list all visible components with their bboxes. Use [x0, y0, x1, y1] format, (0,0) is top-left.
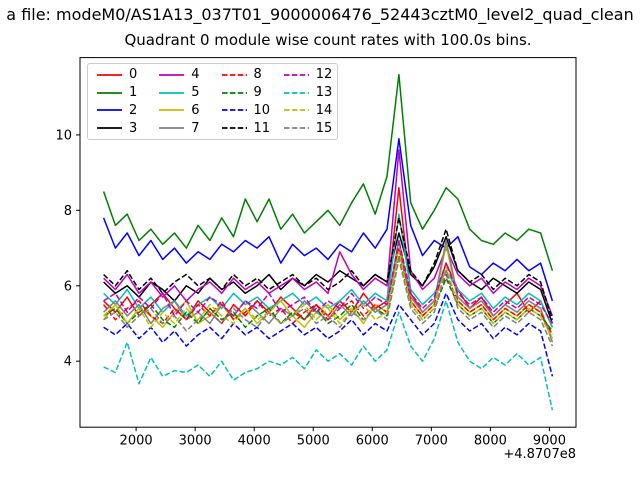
legend-label: 0	[129, 67, 138, 83]
legend-line-sample	[283, 109, 309, 112]
legend-line-sample	[97, 73, 122, 76]
series-line-8	[103, 247, 554, 336]
legend-item-2: 2	[88, 102, 150, 120]
legend-line-sample	[221, 109, 247, 112]
series-line-2	[102, 137, 554, 302]
legend-label: 2	[129, 102, 138, 118]
legend-item-8: 8	[213, 66, 275, 84]
x-tick-label: 5000	[297, 434, 330, 449]
y-tick-label: 8	[64, 204, 72, 219]
legend-label: 3	[129, 120, 138, 136]
y-tick-label: 4	[64, 355, 72, 370]
x-tick-label: 8000	[474, 434, 507, 449]
legend-item-7: 7	[150, 119, 212, 137]
legend-label: 15	[315, 120, 333, 136]
series-line-12	[103, 239, 554, 324]
legend-item-14: 14	[275, 102, 337, 120]
x-tick-label: 7000	[415, 434, 448, 449]
legend-label: 13	[315, 85, 333, 101]
legend-line-sample	[283, 127, 309, 130]
legend-line-sample	[283, 91, 309, 94]
legend-line-sample	[97, 109, 122, 112]
legend-label: 11	[253, 120, 271, 136]
x-tick-label: 2000	[120, 434, 153, 449]
x-tick-label: 4000	[238, 434, 271, 449]
legend-label: 14	[315, 102, 333, 118]
x-tick-label: 6000	[356, 434, 389, 449]
x-tick-label: 3000	[179, 434, 212, 449]
legend-label: 9	[253, 85, 262, 101]
legend-line-sample	[159, 73, 185, 76]
series-line-13	[103, 300, 554, 411]
x-axis-offset-label: +4.8707e8	[503, 447, 576, 462]
legend-line-sample	[221, 127, 247, 130]
series-line-11	[103, 217, 554, 320]
legend-line-sample	[97, 127, 122, 130]
x-tick-label: 9000	[533, 434, 566, 449]
series-line-4	[103, 149, 554, 317]
legend-item-15: 15	[275, 119, 337, 137]
legend-item-13: 13	[275, 84, 337, 102]
series-line-14	[103, 251, 554, 339]
legend-label: 8	[253, 67, 262, 83]
y-tick-label: 6	[64, 279, 72, 294]
legend-item-5: 5	[150, 84, 212, 102]
axes-title: Quadrant 0 module wise count rates with …	[124, 31, 532, 49]
figure-suptitle: a file: modeM0/AS1A13_037T01_9000006476_…	[6, 5, 634, 24]
legend-label: 5	[191, 85, 200, 101]
legend-item-0: 0	[88, 66, 150, 84]
legend-item-10: 10	[213, 102, 275, 120]
legend-label: 10	[253, 102, 271, 118]
legend-line-sample	[221, 73, 247, 76]
legend-item-6: 6	[150, 102, 212, 120]
y-tick-label: 10	[55, 128, 72, 143]
legend-item-9: 9	[213, 84, 275, 102]
series-line-3	[103, 232, 554, 324]
legend-item-1: 1	[88, 84, 150, 102]
axes-frame	[79, 57, 577, 428]
legend-line-sample	[159, 91, 185, 94]
legend-item-11: 11	[213, 119, 275, 137]
legend-label: 12	[315, 67, 333, 83]
series-line-15	[103, 258, 554, 347]
legend-item-3: 3	[88, 119, 150, 137]
series-line-9	[103, 254, 553, 332]
series-line-10	[103, 292, 554, 377]
legend: 0 1 2 3 4 5 6 7 8 9 10 11 12 13 14 15	[87, 63, 338, 140]
legend-line-sample	[159, 127, 185, 130]
legend-line-sample	[97, 91, 122, 94]
legend-label: 7	[191, 120, 200, 136]
series-line-1	[102, 73, 554, 271]
legend-label: 1	[129, 85, 138, 101]
legend-item-4: 4	[150, 66, 212, 84]
legend-line-sample	[221, 91, 247, 94]
legend-label: 4	[191, 67, 200, 83]
legend-label: 6	[191, 102, 200, 118]
legend-item-12: 12	[275, 66, 337, 84]
legend-line-sample	[159, 109, 185, 112]
legend-line-sample	[283, 73, 309, 76]
